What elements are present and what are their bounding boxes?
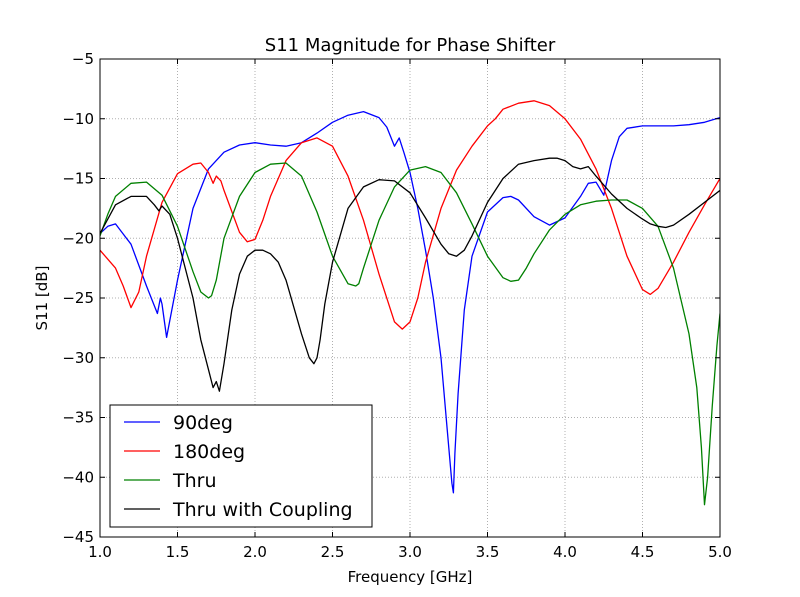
legend: 90deg 180deg Thru Thru with Coupling xyxy=(109,404,373,528)
x-tick-label: 3.0 xyxy=(398,543,422,561)
legend-label: 90deg xyxy=(173,412,233,434)
series-line-thru xyxy=(100,162,720,506)
x-tick-label: 2.0 xyxy=(243,543,267,561)
x-axis-label: Frequency [GHz] xyxy=(348,568,473,586)
legend-box xyxy=(109,404,373,528)
series-lines xyxy=(100,100,720,506)
y-tick-label: −40 xyxy=(62,468,94,486)
legend-label: Thru with Coupling xyxy=(172,499,353,521)
x-tick-label: 3.5 xyxy=(476,543,500,561)
legend-label: Thru xyxy=(172,470,217,492)
x-tick-label: 2.5 xyxy=(321,543,345,561)
y-tick-label: −10 xyxy=(62,110,94,128)
x-tick-label: 1.0 xyxy=(88,543,112,561)
y-axis-label: S11 [dB] xyxy=(33,266,51,331)
axis-ticks: 1.0 1.5 2.0 2.5 3.0 3.5 4.0 4.5 5.0 −45 −40 −35 −30 −… xyxy=(62,50,732,561)
y-tick-label: −15 xyxy=(62,170,94,188)
x-tick-label: 4.5 xyxy=(631,543,655,561)
grid xyxy=(100,59,720,537)
x-tick-label: 1.5 xyxy=(166,543,190,561)
y-tick-label: −5 xyxy=(72,50,94,68)
y-tick-label: −25 xyxy=(62,289,94,307)
y-tick-label: −35 xyxy=(62,409,94,427)
series-line-thru-with-coupling xyxy=(100,157,720,392)
legend-label: 180deg xyxy=(173,441,245,463)
x-tick-label: 5.0 xyxy=(708,543,732,561)
series-line-90deg xyxy=(100,110,720,494)
y-tick-label: −45 xyxy=(62,528,94,546)
chart-title: S11 Magnitude for Phase Shifter xyxy=(265,35,556,56)
y-tick-label: −30 xyxy=(62,349,94,367)
x-tick-label: 4.0 xyxy=(553,543,577,561)
y-tick-label: −20 xyxy=(62,229,94,247)
